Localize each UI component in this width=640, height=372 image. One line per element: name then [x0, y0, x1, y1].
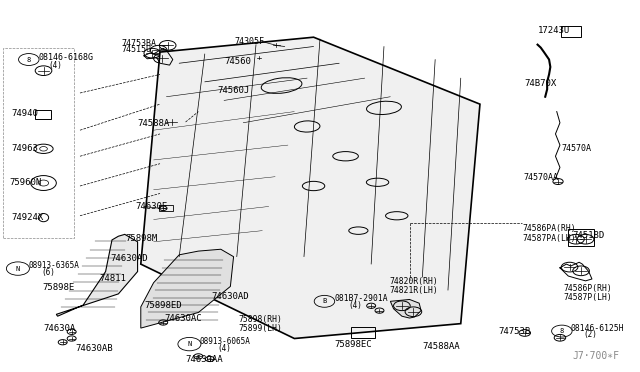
Polygon shape: [390, 299, 421, 318]
Text: 74630AB: 74630AB: [76, 344, 113, 353]
Text: 74588AA: 74588AA: [422, 342, 460, 351]
Text: 74587P(LH): 74587P(LH): [563, 293, 612, 302]
Text: 74753B: 74753B: [498, 327, 530, 336]
Text: 74630AA: 74630AA: [186, 355, 223, 364]
Text: J7·700∗F: J7·700∗F: [573, 352, 620, 361]
Text: (2): (2): [584, 330, 598, 339]
Text: 74560J: 74560J: [218, 86, 250, 94]
Text: 74820R(RH): 74820R(RH): [389, 277, 438, 286]
Text: 75898ED: 75898ED: [144, 301, 182, 310]
Text: 081B7-2901A: 081B7-2901A: [334, 294, 388, 303]
Text: 74B70X: 74B70X: [525, 79, 557, 88]
Text: 8: 8: [27, 57, 31, 62]
Text: 74305F: 74305F: [235, 37, 265, 46]
Text: 08913-6065A: 08913-6065A: [200, 337, 250, 346]
Text: 08913-6365A: 08913-6365A: [29, 262, 79, 270]
Text: 74821R(LH): 74821R(LH): [389, 286, 438, 295]
Text: 74570A: 74570A: [562, 144, 592, 153]
Text: B: B: [323, 298, 326, 304]
Text: (6): (6): [42, 268, 56, 277]
Text: 74630A: 74630A: [44, 324, 76, 333]
Text: (4): (4): [218, 344, 232, 353]
Text: 75899(LH): 75899(LH): [239, 324, 283, 333]
Text: 74753BA: 74753BA: [122, 39, 157, 48]
Polygon shape: [141, 249, 234, 328]
Text: 74630AC: 74630AC: [164, 314, 202, 323]
Text: 74515U: 74515U: [122, 45, 152, 54]
Text: N: N: [188, 341, 191, 347]
Text: 8: 8: [560, 328, 564, 334]
Text: 74586PA(RH): 74586PA(RH): [522, 224, 576, 233]
Text: 74630E: 74630E: [136, 202, 168, 211]
Text: 74588A: 74588A: [138, 119, 170, 128]
Bar: [351, 327, 375, 338]
Text: 74570AA: 74570AA: [524, 173, 559, 182]
Text: (4): (4): [48, 61, 62, 70]
Text: 08146-6125H: 08146-6125H: [571, 324, 625, 333]
Text: 74963: 74963: [12, 144, 38, 153]
Text: 74811: 74811: [99, 274, 126, 283]
Text: 74940: 74940: [12, 109, 38, 118]
Text: N: N: [16, 266, 20, 272]
Text: 08146-6168G: 08146-6168G: [38, 53, 93, 62]
Text: 74924X: 74924X: [12, 213, 44, 222]
Text: 74587PA(LH): 74587PA(LH): [522, 234, 576, 243]
Bar: [568, 229, 594, 246]
Polygon shape: [141, 37, 480, 339]
Text: 75898M: 75898M: [125, 234, 157, 243]
Bar: [561, 26, 581, 37]
Text: 17243U: 17243U: [538, 26, 570, 35]
Text: 74586P(RH): 74586P(RH): [563, 284, 612, 293]
Text: (4): (4): [349, 301, 363, 310]
Text: 75898(RH): 75898(RH): [239, 315, 283, 324]
Text: 74518D: 74518D: [573, 231, 605, 240]
Bar: [159, 205, 173, 211]
Text: 75960N: 75960N: [9, 178, 41, 187]
Text: 75898EC: 75898EC: [335, 340, 372, 349]
Text: 74630AD: 74630AD: [110, 254, 148, 263]
Text: 75898E: 75898E: [42, 283, 74, 292]
Polygon shape: [56, 234, 138, 316]
Text: 74630AD: 74630AD: [211, 292, 249, 301]
Bar: [35, 110, 51, 119]
Text: 74560: 74560: [224, 57, 251, 66]
